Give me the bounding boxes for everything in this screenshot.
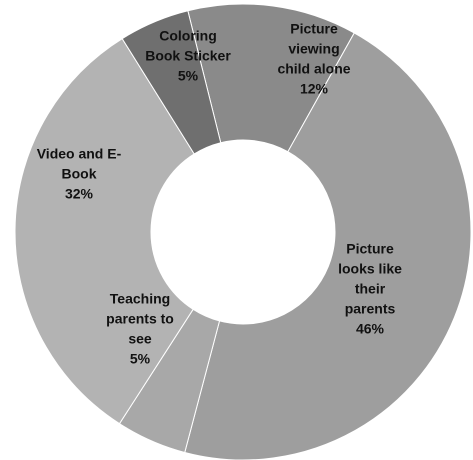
slice-category-label: Picture xyxy=(290,21,338,37)
slice-category-label: Book Sticker xyxy=(145,48,231,64)
slice-label-3: Teaching parents to see 5% xyxy=(106,291,174,367)
slice-category-label: Book xyxy=(62,166,97,182)
slice-percent-label: 5% xyxy=(130,351,151,367)
slice-category-label: child alone xyxy=(277,61,350,77)
donut-slice-1 xyxy=(187,3,355,153)
slice-label-5: Coloring Book Sticker 5% xyxy=(145,28,231,84)
slice-category-label: parents to xyxy=(106,311,174,327)
slice-percent-label: 12% xyxy=(300,81,329,97)
labels-layer: Picture viewing child alone 12% Picture looks… xyxy=(37,21,402,367)
slice-category-label: Teaching xyxy=(110,291,170,307)
slice-category-label: see xyxy=(128,331,152,347)
slice-percent-label: 46% xyxy=(356,321,385,337)
slice-category-label: viewing xyxy=(288,41,339,57)
slice-category-label: looks like xyxy=(338,261,402,277)
slice-category-label: parents xyxy=(345,301,396,317)
donut-slice-5 xyxy=(121,10,222,155)
donut-slice-4 xyxy=(14,37,195,425)
slice-label-4: Video and E- Book 32% xyxy=(37,146,122,202)
slice-category-label: Picture xyxy=(346,241,394,257)
slice-category-label: Video and E- xyxy=(37,146,122,162)
slice-percent-label: 5% xyxy=(178,68,199,84)
donut-slice-2 xyxy=(184,32,472,460)
slice-label-2: Picture looks like their parents 46% xyxy=(338,241,402,337)
slice-category-label: their xyxy=(355,281,386,297)
slice-category-label: Coloring xyxy=(159,28,217,44)
slice-percent-label: 32% xyxy=(65,186,94,202)
slices-layer xyxy=(14,3,472,460)
slice-label-1: Picture viewing child alone 12% xyxy=(277,21,350,97)
